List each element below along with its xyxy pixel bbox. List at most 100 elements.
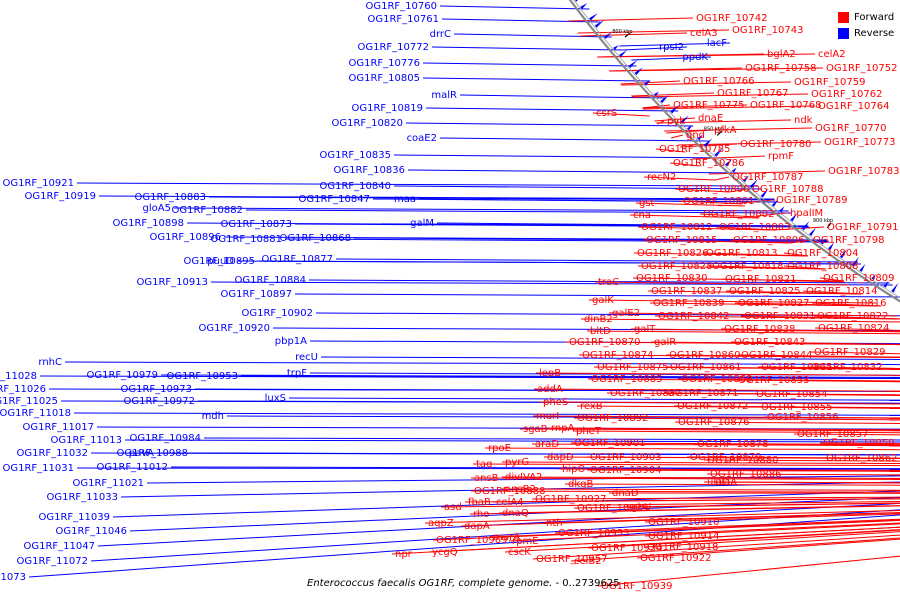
leader-line <box>393 185 763 190</box>
leader-line <box>674 421 900 424</box>
leader-line <box>622 46 688 51</box>
gene-label: cscK <box>508 547 531 558</box>
gene-label: OG1RF_10791 <box>827 222 899 233</box>
gene-label: OG1RF_10827 <box>738 298 810 309</box>
gene-label: OG1RF_10870 <box>569 337 641 348</box>
gene-label: OG1RF_10901 <box>574 438 646 449</box>
gene-label: OG1RF_10762 <box>811 89 883 100</box>
gene-label: OG1RF_10837 <box>651 286 723 297</box>
leader-line <box>470 477 900 480</box>
gene-label: celA2 <box>818 49 846 60</box>
gene-label: sgbU <box>626 502 651 513</box>
gene-label: OG1RF_10876 <box>678 417 750 428</box>
leader-line <box>793 433 900 436</box>
kbp-tick <box>826 222 832 229</box>
gene-label: OG1RF_10803 <box>719 222 791 233</box>
gene-label: OG1RF_11028 <box>0 371 37 382</box>
gene-label: OG1RF_10767 <box>717 88 789 99</box>
leader-line <box>539 401 900 405</box>
leader-line <box>629 214 760 219</box>
legend-reverse-label: Reverse <box>854 27 895 39</box>
leader-line <box>679 200 743 205</box>
leader-line <box>631 56 712 61</box>
gene-label: OG1RF_10824 <box>818 323 890 334</box>
gene-label: asd <box>444 502 462 513</box>
leader-line <box>440 501 900 508</box>
gene-label: dnaE <box>698 113 723 124</box>
leader-line <box>245 209 792 214</box>
gene-label: ansB <box>474 473 499 484</box>
reverse-feature <box>628 59 638 69</box>
gene-label: OG1RF_10845 <box>761 362 833 373</box>
gene-label: OG1RF_10860 <box>669 350 741 361</box>
gene-label: OG1RF_10914 <box>648 531 720 542</box>
gene-label: OG1RF_10844 <box>741 350 813 361</box>
leader-line <box>664 127 813 132</box>
gene-label: OG1RF_10918 <box>647 542 719 553</box>
leader-line <box>533 388 900 392</box>
leader-line <box>587 529 900 549</box>
leader-line <box>631 92 715 97</box>
leader-line <box>223 236 827 241</box>
gene-label: luxS <box>265 393 286 404</box>
gene-label: OG1RF_10785 <box>659 144 731 155</box>
gene-label: mdh <box>202 411 224 422</box>
leader-line <box>194 388 900 392</box>
leader-line <box>757 406 900 409</box>
gene-label: OG1RF_10887 <box>610 388 682 399</box>
gene-label: cna <box>633 210 651 221</box>
gene-label: OG1RF_11032 <box>17 448 89 459</box>
reverse-feature <box>731 167 737 173</box>
leader-line <box>308 279 890 284</box>
gene-label: OG1RF_10766 <box>683 76 755 87</box>
leader-line <box>586 330 900 335</box>
leader-line <box>508 522 900 542</box>
gene-label: OG1RF_10787 <box>732 172 804 183</box>
gene-label: OG1RF_10875 <box>597 362 669 373</box>
leader-line <box>637 226 775 231</box>
gene-label: pbp1A <box>275 336 307 347</box>
gene-label: galM <box>410 218 434 229</box>
gene-label: rexB <box>580 401 603 412</box>
leader-line <box>752 393 900 396</box>
reverse-feature <box>603 32 612 39</box>
gene-label: OG1RF_10783 <box>828 166 900 177</box>
gene-label: OG1RF_10913 <box>137 277 209 288</box>
gene-label: OG1RF_10839 <box>653 298 725 309</box>
gene-label: gnd <box>686 130 705 141</box>
reverse-strand-features <box>575 0 899 293</box>
leader-line <box>484 447 900 451</box>
leader-line <box>547 427 900 431</box>
leader-line <box>586 456 900 459</box>
leader-line <box>597 53 816 58</box>
map-caption: Enterococcus faecalis OG1RF, complete ge… <box>307 578 620 589</box>
leader-line <box>813 315 900 320</box>
leader-line <box>320 356 900 360</box>
gene-label: OG1RF_10920 <box>199 323 271 334</box>
leader-line <box>492 498 900 503</box>
leader-line <box>588 299 877 304</box>
gene-label: recU <box>295 352 318 363</box>
leader-line <box>472 463 900 467</box>
gene-label: npr <box>395 549 413 560</box>
gene-label: OG1RF_10780 <box>740 139 812 150</box>
gene-label: OG1RF_10802 <box>703 209 775 220</box>
leader-line <box>757 366 900 370</box>
gene-label: OG1RF_10742 <box>696 13 768 24</box>
leader-line <box>257 260 861 265</box>
gene-label: galR <box>654 337 676 348</box>
leader-line <box>708 265 827 270</box>
leader-line <box>570 442 900 446</box>
reverse-feature <box>670 104 680 114</box>
gene-label: lacF <box>707 38 727 49</box>
leader-line <box>673 405 900 409</box>
leader-line <box>453 33 612 38</box>
gene-label: celA3 <box>690 28 718 39</box>
gene-label: OG1RF_10984 <box>130 433 202 444</box>
gene-label: rpoE <box>488 443 511 454</box>
gene-label: OG1RF_10831 <box>744 311 816 322</box>
gene-label: trpF <box>287 368 307 379</box>
gene-label: OG1RF_10896 <box>150 232 222 243</box>
gene-label: OG1RF_10788 <box>752 184 824 195</box>
leader-line <box>663 392 900 396</box>
